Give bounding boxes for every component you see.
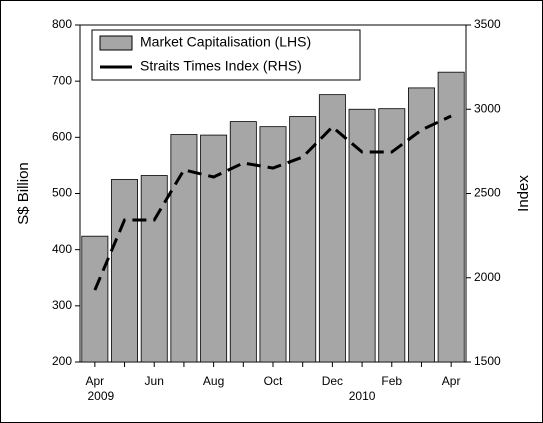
bar [289,116,317,363]
y-tick-label: 800 [52,17,72,31]
legend-label: Straits Times Index (RHS) [140,58,302,74]
legend-label: Market Capitalisation (LHS) [140,34,311,50]
x-tick-label: Apr [442,374,461,388]
line [93,114,452,291]
y-axis-label: S$ Billion [15,162,32,225]
y-tick-label: 500 [52,186,72,200]
x-tick-label: Oct [264,374,283,388]
bar [170,134,198,363]
bar [111,179,139,363]
bar [229,121,257,363]
y2-tick-label: 3500 [474,17,501,31]
bar [140,175,168,363]
y-tick-label: 200 [52,354,72,368]
legend-box [91,29,361,81]
y-tick-label: 600 [52,130,72,144]
year-label: 2010 [349,389,376,403]
year-label: 2009 [87,389,114,403]
x-tick-label: Dec [322,374,343,388]
y2-tick-label: 3000 [474,101,501,115]
y-tick-label: 300 [52,298,72,312]
y2-tick-label: 2000 [474,270,501,284]
bar [437,71,465,363]
y-tick-label: 700 [52,73,72,87]
y-tick-label: 400 [52,242,72,256]
y2-axis-label: Index [515,175,532,212]
bar [259,126,287,363]
bar [81,235,109,363]
bar [348,108,376,363]
x-tick-label: Feb [381,374,402,388]
bar [407,87,435,363]
x-tick-label: Apr [86,374,105,388]
y2-tick-label: 2500 [474,186,501,200]
y2-tick-label: 1500 [474,354,501,368]
bar [200,134,228,363]
x-tick-label: Aug [203,374,224,388]
bar [318,94,346,363]
x-tick-label: Jun [145,374,164,388]
legend-swatch [99,35,133,51]
